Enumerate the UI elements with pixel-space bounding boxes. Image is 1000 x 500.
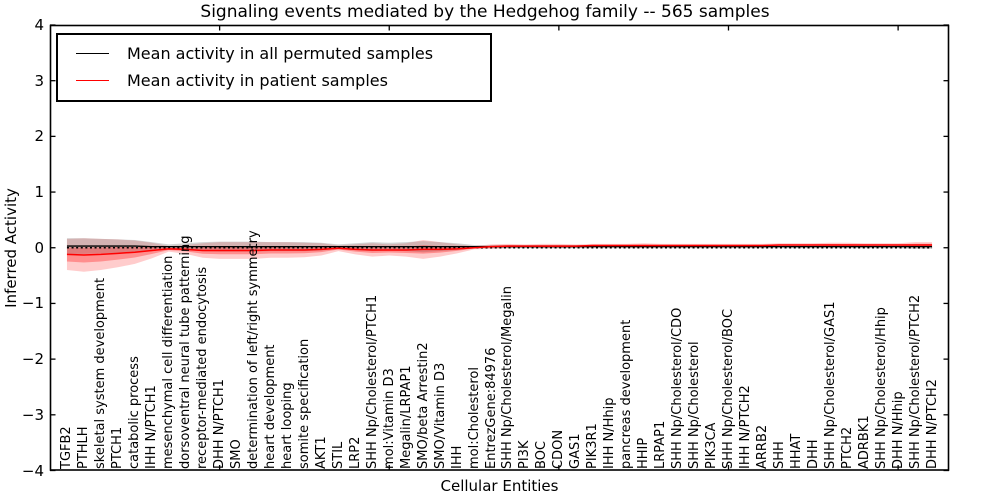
legend: Mean activity in all permuted samples Me… (56, 33, 492, 102)
y-axis-label: Inferred Activity (2, 188, 20, 308)
legend-entry-permuted: Mean activity in all permuted samples (70, 40, 490, 67)
patient-mean-line (66, 244, 933, 256)
x-axis-label: Cellular Entities (440, 477, 559, 495)
legend-label-permuted: Mean activity in all permuted samples (127, 44, 434, 63)
chart-title: Signaling events mediated by the Hedgeho… (200, 2, 770, 22)
legend-line-permuted-icon (76, 53, 109, 54)
legend-line-patient-icon (76, 80, 109, 81)
legend-label-patient: Mean activity in patient samples (127, 71, 388, 90)
legend-entry-patient: Mean activity in patient samples (70, 67, 490, 94)
